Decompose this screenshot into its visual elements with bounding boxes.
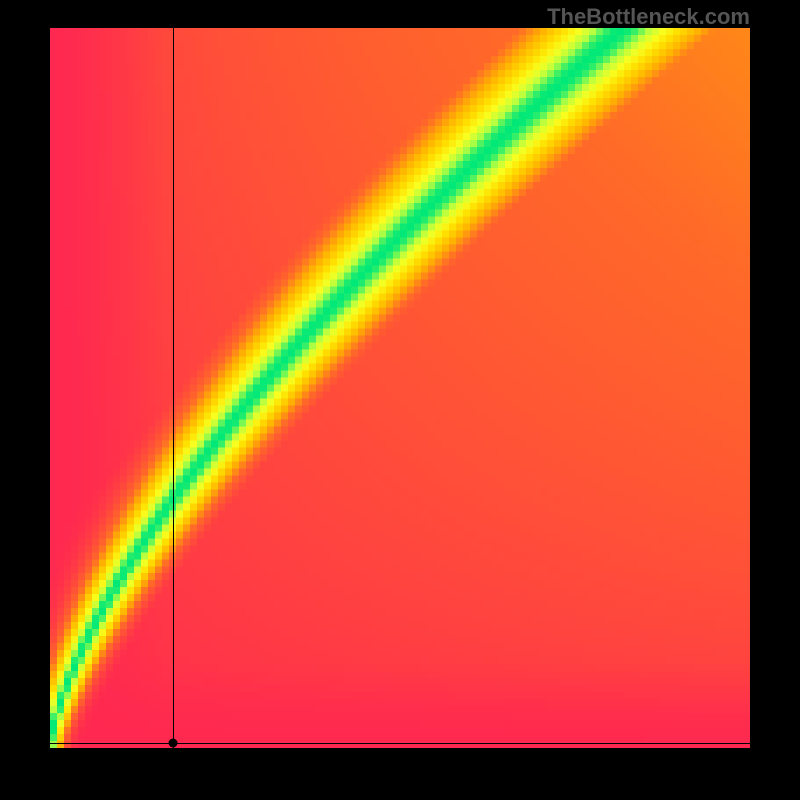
frame-border: [0, 748, 800, 800]
crosshair-horizontal: [50, 743, 750, 744]
heatmap-plot: [50, 28, 750, 748]
frame-border: [750, 0, 800, 800]
frame-border: [0, 0, 50, 800]
chart-container: TheBottleneck.com: [0, 0, 800, 800]
crosshair-dot: [168, 738, 177, 747]
heatmap-canvas: [50, 28, 750, 748]
crosshair-vertical: [173, 28, 174, 748]
watermark-text: TheBottleneck.com: [547, 4, 750, 30]
